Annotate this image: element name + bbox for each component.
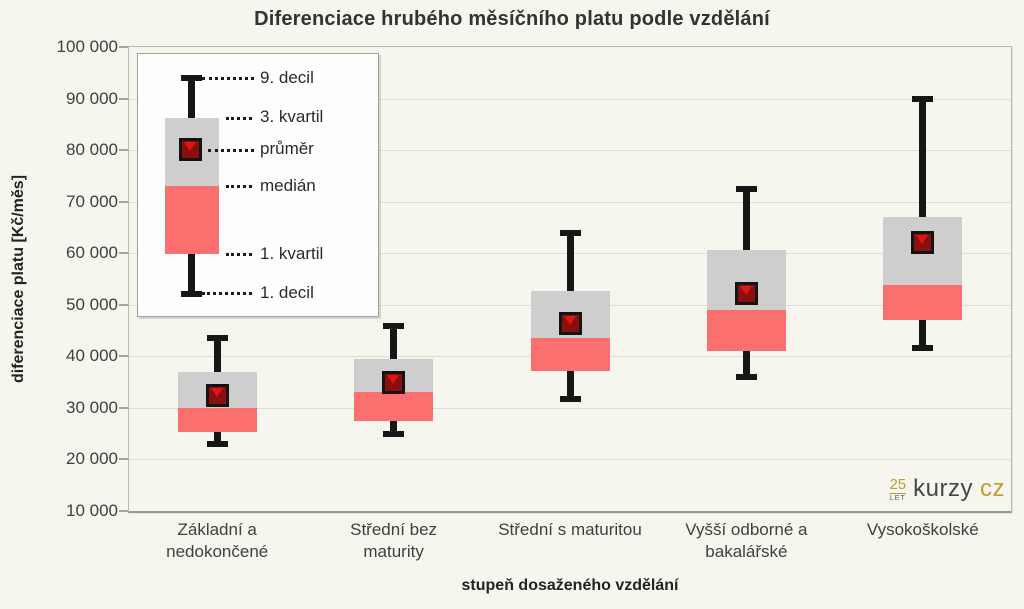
mean-marker bbox=[382, 371, 406, 395]
legend-item-kvartil1: 1. kvartil bbox=[260, 244, 324, 263]
legend-sample-cap-bottom bbox=[181, 291, 202, 297]
whisker-bottom bbox=[919, 320, 927, 349]
whisker-cap-decil1 bbox=[559, 395, 581, 402]
y-tick-mark bbox=[119, 303, 128, 306]
whisker-bottom bbox=[566, 370, 574, 399]
whisker-top bbox=[919, 98, 927, 218]
y-tick-mark bbox=[119, 510, 128, 512]
x-axis-title: stupeň dosaženého vzdělání bbox=[461, 577, 679, 594]
box-q1-to-median bbox=[883, 285, 963, 321]
chart-title: Diferenciace hrubého měsíčního platu pod… bbox=[254, 8, 770, 30]
y-tick-label: 100 000 bbox=[56, 37, 118, 56]
whisker-top bbox=[213, 337, 221, 372]
kurzy-logo: 25 LET kurzy cz bbox=[889, 475, 1005, 503]
legend-sample-cap-top bbox=[181, 75, 202, 81]
legend-item-decil9: 9. decil bbox=[260, 68, 314, 87]
whisker-cap-decil1 bbox=[912, 345, 934, 352]
logo-tld-text: cz bbox=[980, 475, 1005, 502]
whisker-cap-decil1 bbox=[735, 373, 757, 380]
y-tick-mark bbox=[119, 149, 128, 152]
whisker-top bbox=[566, 232, 574, 292]
whisker-cap-decil9 bbox=[559, 229, 581, 236]
y-tick-label: 70 000 bbox=[66, 191, 118, 211]
legend-leader-kvartil1 bbox=[226, 253, 252, 256]
gridline-20000 bbox=[129, 459, 1011, 461]
whisker-bottom bbox=[742, 351, 750, 377]
y-tick-label: 20 000 bbox=[66, 449, 118, 469]
box-q1-to-median bbox=[354, 391, 434, 421]
whisker-cap-decil9 bbox=[206, 334, 228, 341]
legend-item-decil1: 1. decil bbox=[260, 283, 314, 302]
whisker-top bbox=[742, 188, 750, 250]
y-tick-label: 50 000 bbox=[66, 294, 118, 314]
x-category-label: Střední bez maturity bbox=[350, 520, 438, 561]
mean-marker bbox=[911, 231, 935, 255]
y-tick-label: 10 000 bbox=[66, 501, 118, 520]
y-tick-mark bbox=[119, 252, 128, 255]
logo-25-let: 25 LET bbox=[889, 475, 907, 502]
legend-leader-decil1 bbox=[202, 292, 252, 295]
legend-sample-mean-marker bbox=[179, 138, 202, 161]
whisker-bottom bbox=[213, 432, 221, 445]
x-category-label: Základní a nedokončené bbox=[166, 520, 269, 561]
legend-sample-whisker-bottom bbox=[188, 254, 195, 294]
y-tick-mark bbox=[119, 458, 128, 461]
y-tick-mark bbox=[119, 406, 128, 409]
legend-leader-prumer bbox=[208, 149, 254, 152]
y-tick-mark bbox=[119, 97, 128, 100]
legend-leader-decil9 bbox=[202, 77, 254, 80]
x-category-label: Vyšší odborné a bakalářské bbox=[685, 520, 808, 561]
box-q1-to-median bbox=[706, 310, 786, 352]
plot-area: 9. decil 3. kvartil průměr medián 1. kva… bbox=[128, 46, 1012, 513]
y-tick-label: 90 000 bbox=[66, 88, 118, 108]
legend-sample-whisker-top bbox=[188, 78, 195, 118]
whisker-cap-decil9 bbox=[912, 95, 934, 102]
y-tick-label: 60 000 bbox=[66, 243, 118, 263]
y-tick-label: 40 000 bbox=[66, 346, 118, 366]
whisker-cap-decil1 bbox=[383, 430, 405, 437]
whisker-top bbox=[390, 325, 398, 359]
whisker-cap-decil1 bbox=[206, 441, 228, 448]
x-category-label: Střední s maturitou bbox=[498, 520, 642, 539]
legend-item-median: medián bbox=[260, 176, 316, 195]
box-q1-to-median bbox=[177, 408, 257, 433]
gridline-90000 bbox=[129, 98, 1011, 100]
mean-marker bbox=[205, 384, 229, 407]
legend-leader-kvartil3 bbox=[226, 117, 252, 120]
legend-leader-median bbox=[226, 185, 252, 188]
y-tick-mark bbox=[119, 355, 128, 358]
legend: 9. decil 3. kvartil průměr medián 1. kva… bbox=[137, 53, 379, 317]
whisker-bottom bbox=[390, 420, 398, 434]
y-tick-mark bbox=[119, 46, 128, 48]
gridline-70000 bbox=[129, 201, 1011, 203]
legend-item-prumer: průměr bbox=[260, 139, 314, 158]
logo-years-number: 25 bbox=[889, 475, 907, 494]
whisker-cap-decil9 bbox=[383, 322, 405, 329]
logo-brand-text: kurzy bbox=[913, 475, 973, 502]
y-tick-mark bbox=[119, 200, 128, 203]
legend-item-kvartil3: 3. kvartil bbox=[260, 107, 324, 126]
logo-let-label: LET bbox=[889, 494, 906, 502]
whisker-cap-decil9 bbox=[735, 185, 757, 192]
legend-sample-lower-box bbox=[165, 186, 219, 254]
x-category-label: Vysokoškolské bbox=[866, 520, 979, 539]
mean-marker bbox=[734, 281, 758, 305]
gridline-30000 bbox=[129, 407, 1011, 409]
box-q1-to-median bbox=[530, 338, 610, 371]
y-tick-label: 30 000 bbox=[66, 397, 118, 417]
gridline-80000 bbox=[129, 150, 1011, 152]
y-tick-label: 80 000 bbox=[66, 140, 118, 160]
mean-marker bbox=[558, 311, 582, 335]
